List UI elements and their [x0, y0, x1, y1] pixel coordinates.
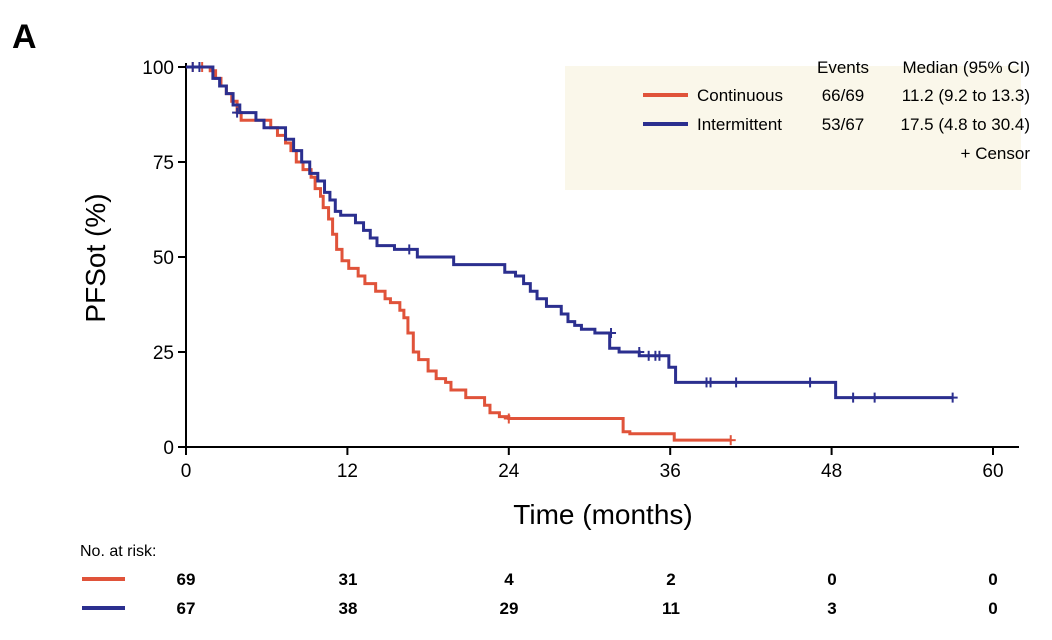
- censor-mark-intermittent: [404, 244, 415, 255]
- at-risk-value-continuous: 31: [339, 570, 358, 589]
- y-tick-label: 25: [153, 343, 174, 364]
- y-tick-label: 50: [153, 248, 174, 269]
- x-tick-label: 36: [660, 461, 681, 482]
- censor-mark-intermittent: [848, 392, 859, 403]
- x-tick-label: 12: [337, 461, 358, 482]
- km-curve-intermittent: [186, 65, 953, 400]
- at-risk-label: No. at risk:: [80, 543, 156, 560]
- censor-mark-intermittent: [654, 350, 665, 361]
- axes: 0 25 50 75 100 0 12 24 36 48 60: [142, 58, 1019, 482]
- censor-mark-intermittent: [805, 377, 816, 388]
- x-tick-label: 24: [498, 461, 520, 482]
- x-tick-label: 60: [982, 461, 1003, 482]
- y-tick-label: 75: [153, 153, 174, 174]
- at-risk-value-continuous: 69: [177, 570, 196, 589]
- legend-median-continuous: 11.2 (9.2 to 13.3): [902, 86, 1030, 105]
- legend-censor-note: + Censor: [961, 144, 1031, 163]
- censor-mark-intermittent: [869, 392, 880, 403]
- panel-label: A: [12, 18, 37, 56]
- legend-box: [565, 66, 1021, 190]
- legend-label-continuous: Continuous: [697, 86, 783, 105]
- legend-events-intermittent: 53/67: [822, 115, 865, 134]
- at-risk-value-continuous: 4: [504, 570, 514, 589]
- legend-label-intermittent: Intermittent: [697, 115, 782, 134]
- censor-mark-intermittent: [634, 347, 645, 357]
- at-risk-value-intermittent: 67: [177, 599, 196, 618]
- at-risk-value-continuous: 2: [666, 570, 675, 589]
- censor-mark-intermittent: [606, 328, 617, 338]
- at-risk-table: 69 31 4 2 0 0 67 38 29 11 3 0: [177, 570, 998, 618]
- y-tick-label: 100: [142, 58, 174, 79]
- x-axis-title: Time (months): [513, 499, 692, 530]
- legend-header-events: Events: [817, 58, 869, 77]
- at-risk-value-intermittent: 29: [500, 599, 519, 618]
- km-curve-continuous: [186, 65, 731, 442]
- censor-mark-intermittent: [194, 62, 205, 72]
- series-layer: [186, 62, 958, 446]
- x-tick-label: 48: [821, 461, 842, 482]
- at-risk-value-intermittent: 3: [827, 599, 836, 618]
- censor-mark-continuous: [725, 435, 736, 446]
- censor-mark-intermittent: [731, 377, 742, 388]
- x-tick-label: 0: [181, 461, 192, 482]
- at-risk-value-intermittent: 11: [662, 599, 680, 618]
- y-axis-title: PFSot (%): [80, 193, 111, 322]
- at-risk-value-intermittent: 0: [988, 599, 997, 618]
- at-risk-value-continuous: 0: [827, 570, 836, 589]
- legend-median-intermittent: 17.5 (4.8 to 30.4): [901, 115, 1030, 134]
- legend-header-median: Median (95% CI): [902, 58, 1030, 77]
- censor-mark-intermittent: [232, 107, 243, 118]
- y-tick-label: 0: [163, 438, 174, 459]
- at-risk-value-continuous: 0: [988, 570, 997, 589]
- legend-events-continuous: 66/69: [822, 86, 865, 105]
- censor-mark-continuous: [503, 413, 514, 424]
- at-risk-value-intermittent: 38: [339, 599, 358, 618]
- censor-mark-intermittent: [705, 377, 716, 388]
- censor-mark-intermittent: [947, 392, 958, 403]
